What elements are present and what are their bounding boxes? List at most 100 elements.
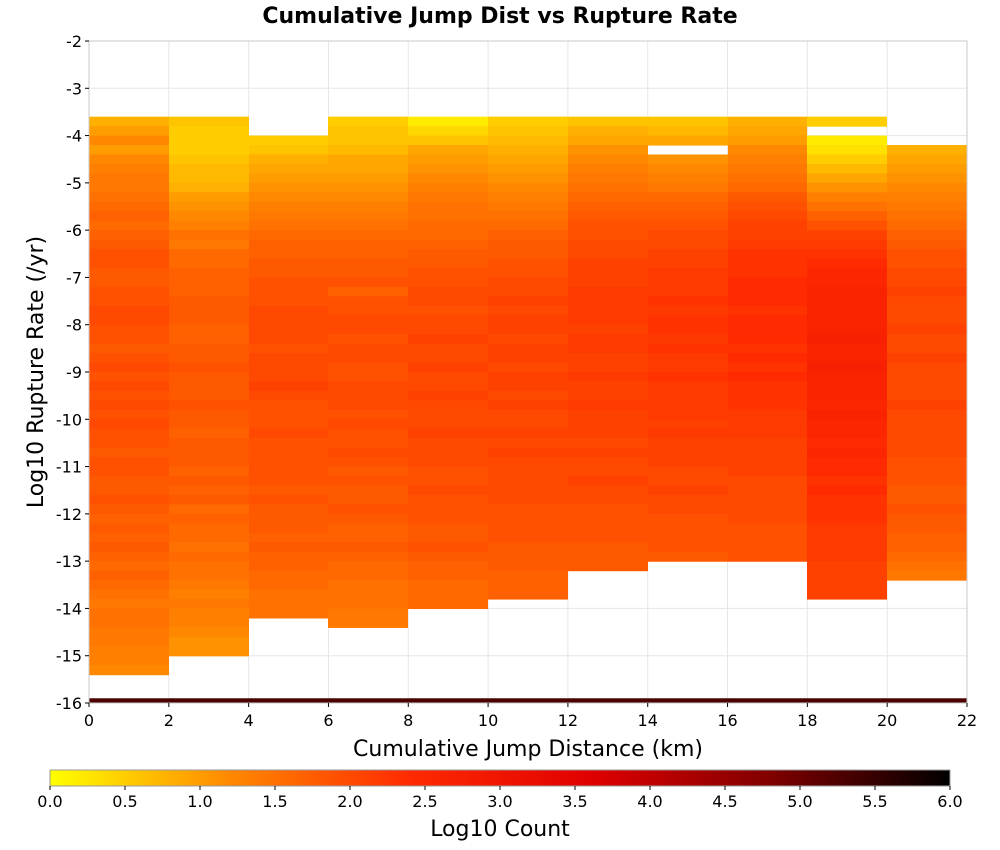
heatmap-cell (807, 476, 887, 487)
heatmap-cell (488, 494, 568, 505)
heatmap-cell (728, 476, 807, 487)
heatmap-cell (249, 523, 328, 534)
heatmap-cell (728, 457, 807, 468)
heatmap-cell (488, 163, 568, 174)
heatmap-cell (169, 362, 249, 373)
heatmap-cell (169, 154, 249, 165)
heatmap-cell (249, 315, 328, 326)
heatmap-cell (408, 154, 488, 165)
heatmap-cell (568, 438, 648, 449)
heatmap-cell (807, 580, 887, 591)
heatmap-cell (807, 211, 887, 222)
heatmap-cell (249, 409, 328, 420)
heatmap-cell (887, 258, 967, 269)
heatmap-cell (488, 353, 568, 364)
heatmap-cell (249, 372, 328, 383)
heatmap-cell (408, 523, 488, 534)
heatmap-cell (488, 551, 568, 562)
heatmap-cell (249, 542, 328, 553)
heatmap-cell (249, 249, 328, 260)
heatmap-cell (328, 494, 408, 505)
heatmap-cell (568, 315, 648, 326)
heatmap-cell (89, 258, 169, 269)
heatmap-cell (89, 428, 169, 439)
heatmap-cell (648, 476, 728, 487)
heatmap-cell (488, 381, 568, 392)
heatmap-cell (568, 163, 648, 174)
heatmap-cell (408, 353, 488, 364)
heatmap-cell (568, 249, 648, 260)
heatmap-cell (648, 428, 728, 439)
heatmap-cell (887, 485, 967, 496)
heatmap-cell (169, 409, 249, 420)
heatmap-cell (648, 267, 728, 279)
heatmap-cell (408, 286, 488, 297)
heatmap-cell (807, 381, 887, 392)
heatmap-cell (249, 494, 328, 505)
heatmap-cell (568, 277, 648, 288)
heatmap-cell (648, 258, 728, 269)
heatmap-cell (328, 381, 408, 392)
heatmap-cell (568, 372, 648, 383)
heatmap-cell (328, 532, 408, 543)
heatmap-cell (648, 523, 728, 534)
heatmap-cell (887, 494, 967, 505)
heatmap-cell (328, 315, 408, 326)
heatmap-cell (568, 154, 648, 165)
heatmap-cell (89, 532, 169, 543)
heatmap-cell (728, 286, 807, 297)
heatmap-cell (169, 201, 249, 212)
heatmap-cell (249, 154, 328, 165)
heatmap-cell (887, 532, 967, 543)
heatmap-cell (249, 589, 328, 600)
heatmap-cell (408, 561, 488, 572)
heatmap-cell (89, 617, 169, 628)
heatmap-cell (408, 504, 488, 515)
heatmap-cell (89, 390, 169, 401)
heatmap-cell (408, 249, 488, 260)
heatmap-cell (728, 438, 807, 449)
heatmap-cell (728, 220, 807, 231)
heatmap-cell (807, 135, 887, 146)
heatmap-cell (408, 542, 488, 553)
heatmap-cell (887, 201, 967, 212)
heatmap-cell (488, 230, 568, 241)
heatmap-cell (568, 258, 648, 269)
y-tick-label: -13 (56, 552, 82, 571)
heatmap-cell (728, 126, 807, 137)
heatmap-cell (807, 230, 887, 241)
heatmap-cell (408, 296, 488, 307)
colorbar-tick-label: 4.5 (712, 792, 737, 811)
heatmap-cell (568, 239, 648, 250)
heatmap-cell (89, 135, 169, 146)
x-axis-label: Cumulative Jump Distance (km) (353, 737, 703, 762)
colorbar-label: Log10 Count (430, 817, 570, 842)
heatmap-cell (89, 580, 169, 591)
heatmap-cell (249, 381, 328, 392)
colorbar-tick-label: 0.0 (37, 792, 62, 811)
heatmap-cell (328, 126, 408, 137)
heatmap-cell (169, 267, 249, 279)
heatmap-cell (169, 561, 249, 572)
heatmap-cell (568, 267, 648, 279)
x-tick-label: 6 (323, 711, 333, 730)
heatmap-cell (328, 504, 408, 515)
heatmap-cell (488, 154, 568, 165)
heatmap-cell (89, 646, 169, 657)
heatmap-cell (328, 438, 408, 449)
heatmap-cell (169, 428, 249, 439)
heatmap-cell (328, 343, 408, 354)
x-tick-label: 16 (717, 711, 737, 730)
colorbar-tick-label: 4.0 (637, 792, 662, 811)
heatmap-cell (408, 447, 488, 458)
heatmap-cell (249, 305, 328, 316)
y-tick-label: -8 (66, 316, 82, 335)
heatmap-cell (328, 485, 408, 496)
heatmap-cell (648, 447, 728, 458)
heatmap-cell (328, 523, 408, 534)
heatmap-cell (328, 353, 408, 364)
heatmap-cell (568, 428, 648, 439)
heatmap-cell (249, 419, 328, 430)
heatmap-cell (887, 192, 967, 203)
heatmap-cell (488, 249, 568, 260)
